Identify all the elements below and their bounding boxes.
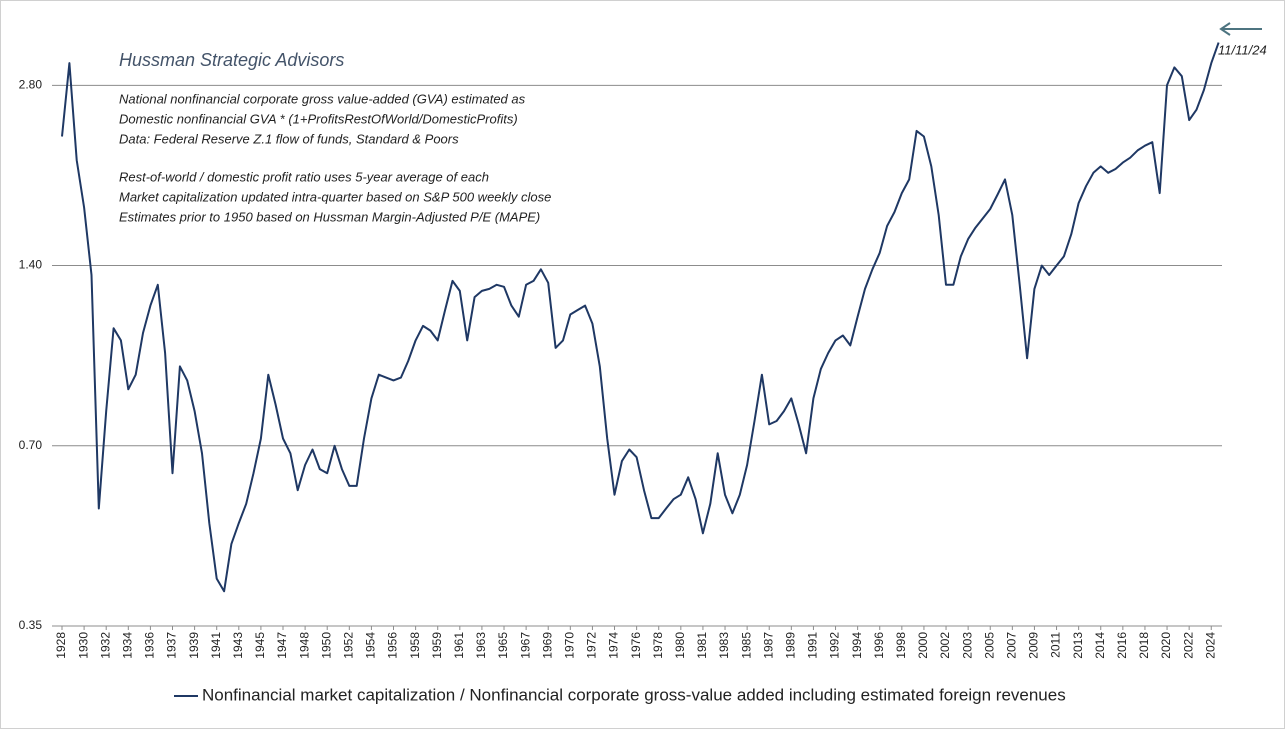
x-tick-label: 1981	[695, 632, 709, 659]
y-tick-label: 0.70	[19, 438, 43, 452]
x-tick-label: 2022	[1181, 632, 1195, 659]
y-tick-label: 0.35	[19, 618, 43, 632]
annotation: 11/11/24	[1218, 42, 1267, 57]
note-line: Data: Federal Reserve Z.1 flow of funds,…	[119, 131, 459, 146]
x-tick-label: 2024	[1203, 632, 1217, 659]
x-tick-label: 1994	[850, 632, 864, 659]
x-tick-label: 1958	[408, 632, 422, 659]
x-tick-label: 1969	[540, 632, 554, 659]
x-tick-label: 1991	[806, 632, 820, 659]
x-tick-label: 1947	[275, 632, 289, 659]
x-tick-label: 1934	[120, 632, 134, 659]
x-tick-label: 1987	[761, 632, 775, 659]
x-tick-label: 2013	[1071, 632, 1085, 659]
x-tick-label: 1952	[341, 632, 355, 659]
x-tick-label: 1998	[894, 632, 908, 659]
x-tick-label: 1976	[629, 632, 643, 659]
x-tick-label: 1939	[187, 632, 201, 659]
x-tick-label: 2020	[1159, 632, 1173, 659]
x-tick-label: 1928	[54, 632, 68, 659]
x-tick-label: 2002	[938, 632, 952, 659]
note-line: Estimates prior to 1950 based on Hussman…	[119, 209, 540, 224]
note-line: National nonfinancial corporate gross va…	[119, 91, 526, 106]
x-tick-label: 1989	[784, 632, 798, 659]
x-tick-label: 2014	[1093, 632, 1107, 659]
x-tick-label: 1965	[496, 632, 510, 659]
x-tick-label: 1985	[739, 632, 753, 659]
note-line: Rest-of-world / domestic profit ratio us…	[119, 169, 489, 184]
x-tick-label: 2000	[916, 632, 930, 659]
x-tick-label: 1941	[209, 632, 223, 659]
x-tick-label: 2016	[1115, 632, 1129, 659]
data-line	[61, 42, 1220, 593]
x-tick-label: 1930	[76, 632, 90, 659]
x-tick-label: 1959	[430, 632, 444, 659]
x-tick-label: 1945	[253, 632, 267, 659]
x-tick-label: 1954	[364, 632, 378, 659]
x-tick-label: 2011	[1049, 632, 1063, 658]
legend-label: Nonfinancial market capitalization / Non…	[202, 685, 1066, 704]
x-tick-label: 2003	[960, 632, 974, 659]
x-tick-label: 1978	[651, 632, 665, 659]
x-tick-label: 1950	[319, 632, 333, 659]
x-tick-label: 1974	[607, 632, 621, 659]
x-tick-label: 1963	[474, 632, 488, 659]
x-tick-label: 1932	[98, 632, 112, 659]
y-tick-label: 1.40	[19, 258, 43, 272]
x-tick-label: 1961	[452, 632, 466, 659]
annotation-arrow	[1219, 22, 1262, 36]
x-tick-label: 1967	[518, 632, 532, 659]
notes: National nonfinancial corporate gross va…	[119, 91, 551, 224]
note-line: Domestic nonfinancial GVA * (1+ProfitsRe…	[119, 111, 518, 126]
x-tick-label: 2005	[982, 632, 996, 659]
x-tick-label: 1992	[828, 632, 842, 659]
x-tick-label: 1983	[717, 632, 731, 659]
x-tick-label: 1996	[872, 632, 886, 659]
x-tick-label: 1948	[297, 632, 311, 659]
chart-title: Hussman Strategic Advisors	[119, 50, 344, 70]
x-tick-label: 1980	[673, 632, 687, 659]
note-line: Market capitalization updated intra-quar…	[119, 189, 551, 204]
x-tick-label: 1970	[562, 632, 576, 659]
x-tick-label: 1943	[231, 632, 245, 659]
x-tick-label: 1956	[386, 632, 400, 659]
x-tick-label: 1937	[165, 632, 179, 659]
x-tick-label: 1972	[585, 632, 599, 659]
x-tick-label: 1936	[143, 632, 157, 659]
x-tick-label: 2009	[1027, 632, 1041, 659]
y-tick-label: 2.80	[19, 78, 43, 92]
x-tick-label: 2007	[1005, 632, 1019, 659]
x-tick-label: 2018	[1137, 632, 1151, 659]
